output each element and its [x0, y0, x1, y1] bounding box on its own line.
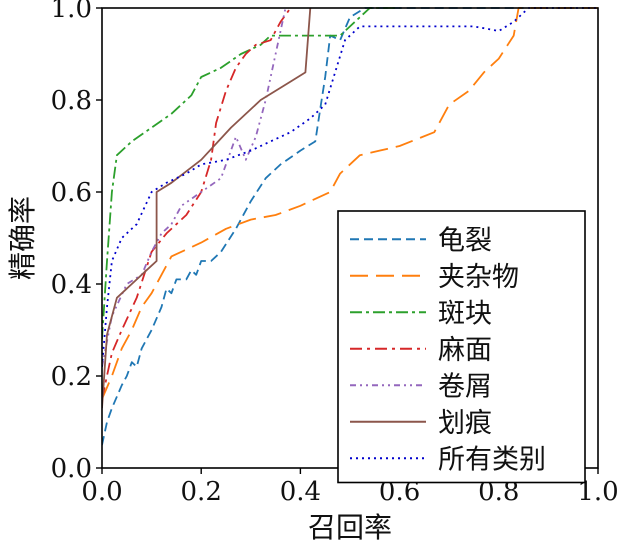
x-tick-label: 0.0 [81, 477, 122, 507]
x-tick-label: 0.2 [181, 477, 222, 507]
series-line-0 [102, 7, 524, 446]
y-tick-label: 0.2 [51, 362, 92, 392]
legend-entry: 斑块 [438, 298, 492, 329]
series-line-1 [102, 7, 598, 400]
series-line-2 [102, 7, 400, 340]
legend-entry: 所有类别 [438, 444, 546, 475]
y-tick-label: 0.0 [51, 454, 92, 484]
series-line-4 [102, 7, 287, 367]
x-axis-label: 召回率 [308, 511, 392, 544]
y-axis-label: 精确率 [6, 196, 39, 280]
legend-entry: 卷屑 [438, 371, 492, 402]
y-tick-label: 1.0 [51, 0, 92, 24]
legend-entry: 划痕 [438, 408, 492, 439]
series-line-3 [102, 7, 292, 400]
legend-entry: 夹杂物 [438, 262, 519, 293]
legend-entry: 麻面 [438, 335, 492, 366]
series-layer [102, 7, 598, 446]
series-line-5 [102, 7, 312, 409]
legend-box [337, 210, 586, 484]
y-tick-label: 0.6 [51, 178, 92, 208]
y-tick-label: 0.8 [51, 86, 92, 116]
x-tick-label: 0.4 [280, 477, 321, 507]
y-tick-label: 0.4 [51, 270, 92, 300]
legend-entry: 龟裂 [438, 225, 492, 256]
series-line-6 [102, 7, 598, 367]
